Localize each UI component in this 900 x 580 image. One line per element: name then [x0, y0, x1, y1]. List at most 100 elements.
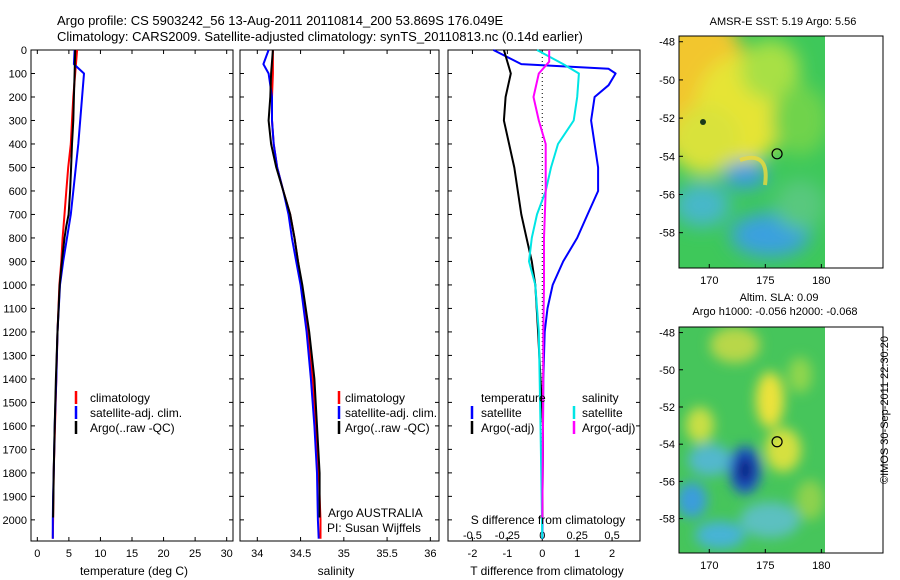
temperature-x-axis: 0 5 10 15 20 25 30 — [34, 50, 233, 560]
figure-title-line2: Climatology: CARS2009. Satellite-adjuste… — [57, 29, 583, 44]
s-tick-label: -0.5 — [463, 530, 482, 542]
legend-s-argo: Argo(-adj) — [582, 421, 635, 435]
lat-tick-label: -48 — [659, 37, 675, 49]
x-tick-label: 10 — [94, 548, 106, 560]
sst-map-lat-axis: -48 -50 -52 -54 -56 -58 — [659, 37, 683, 240]
sla-map-lon-axis: 170 175 180 — [700, 549, 831, 572]
x-tick-label: 34 — [251, 548, 263, 560]
depth-tick-label: 400 — [9, 139, 27, 151]
x-tick-label: 2 — [609, 548, 615, 560]
x-tick-label: 20 — [157, 548, 169, 560]
x-tick-label: 34.5 — [290, 548, 311, 560]
lat-tick-label: -50 — [659, 365, 675, 377]
temperature-axis-label: temperature (deg C) — [80, 564, 188, 578]
argo-country-note: Argo AUSTRALIA — [328, 506, 423, 520]
lat-tick-label: -48 — [659, 328, 675, 340]
salinity-x-axis: 34 34.5 35 35.5 36 — [251, 50, 436, 560]
lat-tick-label: -58 — [659, 514, 675, 526]
legend-temperature-head: temperature — [481, 391, 546, 405]
lat-tick-label: -58 — [659, 228, 675, 240]
lon-tick-label: 180 — [812, 560, 830, 572]
depth-tick-label: 500 — [9, 162, 27, 174]
difference-series — [492, 49, 617, 539]
depth-tick-label: 1700 — [3, 444, 27, 456]
sla-map-lat-axis: -48 -50 -52 -54 -56 -58 — [659, 328, 683, 526]
depth-axis: 0 100 200 300 400 500 600 700 800 900 1000 1100 1200… — [3, 45, 640, 527]
x-tick-label: 30 — [221, 548, 233, 560]
lon-tick-label: 180 — [812, 275, 830, 287]
temperature-series — [51, 49, 85, 539]
imos-credit: ©IMOS 30-Sep-2011 22:30:20 — [879, 336, 891, 484]
pi-note: PI: Susan Wijffels — [327, 521, 421, 535]
series-argo-raw-qc — [267, 49, 321, 518]
depth-tick-label: 700 — [9, 209, 27, 221]
s-tick-label: 0.25 — [566, 530, 587, 542]
figure-title-line1: Argo profile: CS 5903242_56 13-Aug-2011 … — [57, 13, 504, 28]
series-satellite-adj-clim — [51, 49, 85, 539]
t-difference-axis-label: T difference from climatology — [470, 564, 624, 578]
legend-argo: Argo(..raw -QC) — [345, 421, 430, 435]
depth-tick-label: 1900 — [3, 491, 27, 503]
depth-tick-label: 1400 — [3, 374, 27, 386]
sla-map-title-line1: Altim. SLA: 0.09 — [740, 292, 819, 304]
lat-tick-label: -52 — [659, 113, 675, 125]
lat-tick-label: -56 — [659, 189, 675, 201]
series-satellite-adj-clim — [262, 49, 320, 539]
depth-tick-label: 1600 — [3, 421, 27, 433]
argo-float-marker — [771, 436, 783, 448]
depth-tick-label: 1500 — [3, 397, 27, 409]
depth-tick-label: 600 — [9, 186, 27, 198]
x-tick-label: 0 — [34, 548, 40, 560]
t-difference-x-axis: -2 -1 0 1 2 — [468, 50, 615, 560]
series-temperature-satellite — [492, 49, 617, 539]
lon-tick-label: 170 — [700, 275, 718, 287]
series-temperature-argo-adj — [502, 49, 544, 518]
temperature-panel-frame — [30, 49, 234, 542]
x-tick-label: 35 — [338, 548, 350, 560]
depth-tick-label: 1100 — [3, 303, 27, 315]
series-salinity-satellite — [528, 49, 580, 539]
s-difference-axis-label: S difference from climatology — [471, 513, 626, 527]
legend-satellite: satellite-adj. clim. — [345, 406, 437, 420]
difference-legend: temperature salinity satellite Argo(-adj… — [470, 391, 635, 435]
x-tick-label: 15 — [126, 548, 138, 560]
s-tick-label: -0.25 — [495, 530, 520, 542]
sst-map-image — [679, 36, 825, 268]
sla-map-frame — [678, 326, 884, 554]
x-tick-label: 35.5 — [376, 548, 397, 560]
x-tick-label: 25 — [189, 548, 201, 560]
legend-t-argo: Argo(-adj) — [481, 421, 534, 435]
lat-tick-label: -54 — [659, 151, 675, 163]
salinity-series — [262, 49, 322, 539]
legend-satellite: satellite-adj. clim. — [90, 406, 182, 420]
salinity-panel-frame — [239, 49, 440, 542]
legend-climatology: climatology — [345, 391, 405, 405]
legend-t-satellite: satellite — [481, 406, 522, 420]
depth-tick-label: 1300 — [3, 350, 27, 362]
depth-tick-label: 800 — [9, 233, 27, 245]
lat-tick-label: -54 — [659, 439, 675, 451]
legend-salinity-head: salinity — [582, 391, 619, 405]
lat-tick-label: -52 — [659, 402, 675, 414]
salinity-legend: climatology satellite-adj. clim. Argo(..… — [337, 391, 437, 435]
depth-tick-label: 200 — [9, 92, 27, 104]
s-tick-label: 0.5 — [604, 530, 619, 542]
depth-tick-label: 1000 — [3, 280, 27, 292]
x-tick-label: -2 — [468, 548, 478, 560]
series-climatology — [271, 50, 322, 539]
lon-tick-label: 175 — [756, 275, 774, 287]
lat-tick-label: -56 — [659, 476, 675, 488]
legend-argo: Argo(..raw -QC) — [90, 421, 175, 435]
lon-tick-label: 170 — [700, 560, 718, 572]
lat-tick-label: -50 — [659, 75, 675, 87]
sla-map-title-line2: Argo h1000: -0.056 h2000: -0.068 — [692, 306, 857, 318]
sst-map-frame — [678, 35, 884, 269]
depth-tick-label: 1800 — [3, 468, 27, 480]
x-tick-label: 1 — [574, 548, 580, 560]
sst-map-lon-axis: 170 175 180 — [700, 264, 831, 287]
x-tick-label: 36 — [424, 548, 436, 560]
depth-tick-label: 2000 — [3, 515, 27, 527]
depth-tick-label: 300 — [9, 115, 27, 127]
x-tick-label: 0 — [539, 548, 545, 560]
